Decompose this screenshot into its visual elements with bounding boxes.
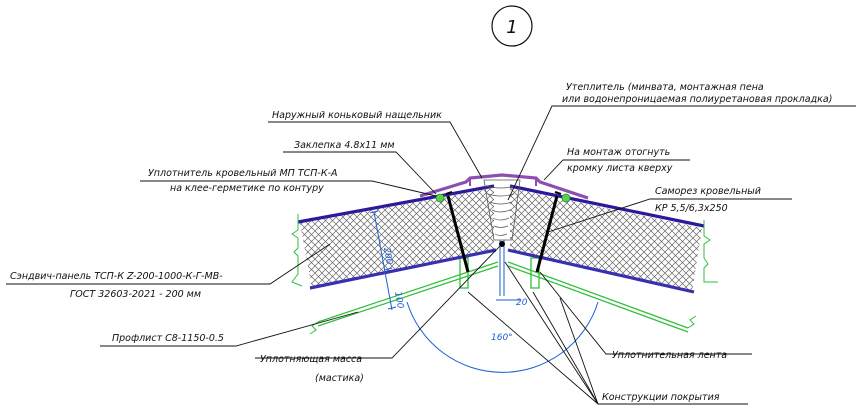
ridge-insulation	[483, 179, 521, 296]
ridge-flashing	[419, 173, 589, 200]
roofing-screws	[445, 191, 562, 273]
label-roof-structures: Конструкции покрытия	[602, 392, 720, 403]
label-profile-sheet: Профлист С8-1150-0.5	[112, 333, 224, 344]
right-sandwich-panel	[507, 184, 718, 294]
dim-angle: 160°	[491, 333, 513, 343]
label-seal-line2: на клее-герметике по контуру	[170, 183, 324, 194]
label-screw-line1: Саморез кровельный	[655, 186, 761, 197]
label-rivet: Заклепка 4.8х11 мм	[294, 140, 395, 151]
label-seal-line1: Уплотнитель кровельный МП ТСП-К-А	[148, 168, 338, 179]
label-sealing-mass-line2: (мастика)	[315, 373, 364, 384]
callout-number: 1	[506, 17, 517, 38]
label-insulation-line1: Утеплитель (минвата, монтажная пена	[566, 82, 764, 93]
label-sealing-tape: Уплотнительная лента	[612, 350, 727, 361]
label-bend-line1: На монтаж отогнуть	[567, 147, 670, 158]
label-panel-line1: Сэндвич-панель ТСП-К Z-200-1000-К-Г-МВ-	[10, 271, 223, 282]
dim-gap: 20	[516, 298, 528, 308]
label-outer-ridge-flashing: Наружный коньковый нащельник	[272, 110, 442, 121]
sealing-mastic-dot	[499, 241, 505, 247]
label-screw-line2: КР 5,5/6,3х250	[655, 203, 728, 214]
label-insulation-line2: или водонепроницаемая полиуретановая про…	[562, 94, 832, 105]
label-bend-line2: кромку листа кверху	[567, 163, 673, 174]
dim-support-offset: 100	[392, 291, 405, 310]
right-roof-seal	[561, 193, 571, 203]
label-sealing-mass-line1: Уплотняющая масса	[260, 354, 362, 365]
left-roof-seal	[435, 193, 445, 203]
dim-panel-thickness: 200	[381, 247, 394, 266]
dimension-lines: 200 100 20 160°	[369, 210, 599, 373]
label-panel-line2: ГОСТ 32603-2021 - 200 мм	[70, 289, 201, 300]
callout-marker: 1	[491, 5, 533, 47]
